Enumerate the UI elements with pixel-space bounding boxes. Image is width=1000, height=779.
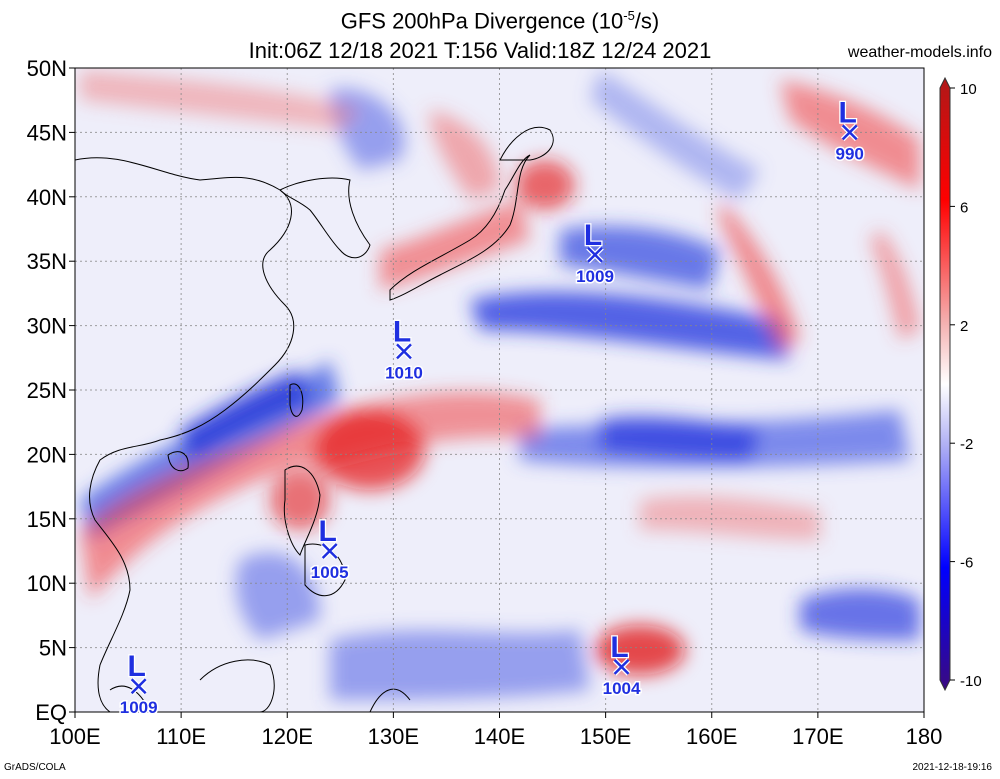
lat-tick-label: EQ — [35, 700, 67, 725]
map-title: GFS 200hPa Divergence (10-5/s) — [340, 8, 660, 34]
low-pressure-value: 1004 — [603, 679, 641, 698]
lon-tick-label: 170E — [792, 724, 843, 749]
low-letter: L — [839, 96, 857, 129]
low-letter: L — [393, 315, 411, 348]
colorbar-label: 6 — [960, 199, 968, 216]
low-pressure-value: 990 — [836, 144, 864, 163]
lat-lon-grid — [75, 68, 924, 712]
lon-tick-label: 180 — [906, 724, 943, 749]
colorbar-label: 10 — [960, 81, 977, 98]
low-x-icon — [613, 659, 630, 675]
lat-tick-label: 40N — [27, 185, 67, 210]
map-subtitle: Init:06Z 12/18 2021 T:156 Valid:18Z 12/2… — [248, 38, 712, 63]
low-letter: L — [128, 650, 146, 683]
lon-tick-label: 130E — [368, 724, 419, 749]
lon-tick-label: 110E — [156, 724, 206, 749]
low-pressure-value: 1005 — [311, 563, 349, 582]
lat-tick-label: 10N — [27, 571, 67, 596]
lon-tick-label: 100E — [49, 724, 100, 749]
low-center: L 1009 — [118, 649, 159, 719]
low-x-icon — [130, 678, 147, 695]
low-letter: L — [584, 219, 602, 252]
colorbar-label: -10 — [960, 673, 982, 690]
low-pressure-value: 1009 — [576, 267, 614, 286]
lat-tick-label: 5N — [39, 636, 67, 661]
low-center: L 990 — [834, 95, 865, 165]
lon-tick-label: 120E — [262, 724, 313, 749]
low-pressure-value: 1010 — [385, 363, 423, 382]
low-x-icon — [841, 124, 858, 141]
lon-tick-label: 140E — [474, 724, 525, 749]
colorbar-label: -6 — [960, 555, 973, 572]
lat-tick-label: 30N — [27, 314, 67, 339]
latitude-axis: 50N 45N 40N 35N 30N 25N 20N 15N 10N 5N EQ — [27, 56, 75, 725]
low-pressure-value: 1009 — [120, 698, 158, 717]
footer-credit: GrADS/COLA — [4, 762, 66, 773]
low-letter: L — [610, 631, 628, 664]
lat-tick-label: 20N — [27, 442, 67, 467]
site-credit: weather-models.info — [847, 44, 992, 61]
low-center: L 1004 — [601, 630, 642, 700]
low-letter: L — [319, 515, 337, 548]
divergence-field — [75, 68, 924, 712]
longitude-axis: 100E 110E 120E 130E 140E 150E 160E 170E 180 — [49, 712, 942, 749]
lat-tick-label: 25N — [27, 378, 67, 403]
low-center: L 1005 — [309, 514, 350, 584]
lat-tick-label: 45N — [27, 120, 67, 145]
low-center: L 1009 — [575, 218, 616, 288]
lat-tick-label: 35N — [27, 249, 67, 274]
low-x-icon — [396, 343, 412, 360]
colorbar-label: -2 — [960, 436, 973, 453]
low-x-icon — [587, 246, 603, 263]
footer-timestamp: 2021-12-18-19:16 — [912, 762, 992, 773]
low-x-icon — [321, 543, 338, 559]
low-pressure-centers: L 990 L 1009 L 1010 L 1005 L 1004 L 1009 — [118, 95, 865, 719]
lat-tick-label: 50N — [27, 56, 67, 81]
lat-tick-label: 15N — [27, 507, 67, 532]
lon-tick-label: 150E — [580, 724, 631, 749]
low-center: L 1010 — [384, 314, 425, 384]
colorbar: 10 6 2 -2 -6 -10 — [939, 76, 982, 692]
colorbar-label: 2 — [960, 318, 968, 335]
lon-tick-label: 160E — [686, 724, 737, 749]
